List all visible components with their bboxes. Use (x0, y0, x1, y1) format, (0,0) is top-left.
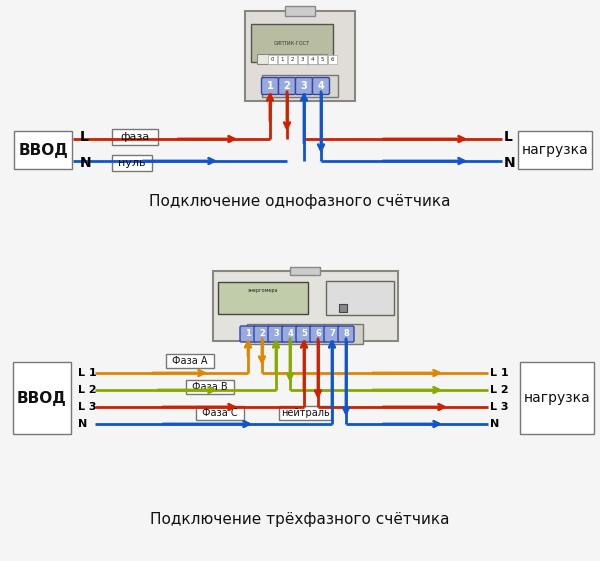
FancyBboxPatch shape (166, 354, 214, 368)
Text: 4: 4 (287, 329, 293, 338)
FancyBboxPatch shape (296, 77, 313, 94)
Text: N: N (80, 156, 92, 170)
Text: L: L (80, 130, 89, 144)
FancyBboxPatch shape (313, 77, 329, 94)
Text: 6: 6 (330, 57, 334, 62)
Text: Подключение однофазного счётчика: Подключение однофазного счётчика (149, 194, 451, 209)
Text: N: N (78, 419, 87, 429)
Text: L 1: L 1 (78, 368, 97, 378)
FancyBboxPatch shape (308, 54, 317, 63)
FancyBboxPatch shape (298, 54, 307, 63)
Text: 5: 5 (301, 329, 307, 338)
Text: 2: 2 (284, 81, 290, 91)
FancyBboxPatch shape (339, 304, 347, 312)
FancyBboxPatch shape (262, 75, 338, 97)
Text: 0: 0 (270, 57, 274, 62)
FancyBboxPatch shape (520, 362, 594, 434)
Text: L 2: L 2 (78, 385, 97, 395)
Text: Фаза А: Фаза А (172, 356, 208, 366)
Text: N: N (490, 419, 499, 429)
FancyBboxPatch shape (112, 155, 152, 171)
Text: 1: 1 (280, 57, 284, 62)
FancyBboxPatch shape (240, 326, 256, 342)
FancyBboxPatch shape (324, 326, 340, 342)
FancyBboxPatch shape (338, 326, 354, 342)
FancyBboxPatch shape (262, 77, 278, 94)
FancyBboxPatch shape (112, 129, 158, 145)
FancyBboxPatch shape (251, 24, 333, 62)
FancyBboxPatch shape (196, 406, 244, 420)
Text: нуль: нуль (118, 158, 146, 168)
FancyBboxPatch shape (186, 380, 234, 394)
Text: 4: 4 (317, 81, 325, 91)
FancyBboxPatch shape (317, 54, 326, 63)
Text: ВВОД: ВВОД (18, 142, 68, 158)
FancyBboxPatch shape (254, 326, 270, 342)
FancyBboxPatch shape (212, 271, 398, 341)
Text: 4: 4 (310, 57, 314, 62)
Text: Фаза В: Фаза В (192, 382, 228, 392)
FancyBboxPatch shape (257, 54, 327, 64)
Text: L: L (504, 130, 513, 144)
FancyBboxPatch shape (290, 267, 320, 275)
Text: N: N (504, 156, 515, 170)
Text: 1: 1 (266, 81, 274, 91)
Text: L 1: L 1 (490, 368, 509, 378)
FancyBboxPatch shape (296, 326, 312, 342)
Text: ВВОД: ВВОД (17, 390, 67, 406)
Text: 5: 5 (320, 57, 324, 62)
Text: энергомера: энергомера (248, 287, 278, 292)
Text: 2: 2 (259, 329, 265, 338)
Text: 3: 3 (301, 81, 307, 91)
Text: 3: 3 (273, 329, 279, 338)
Text: Подключение трёхфазного счётчика: Подключение трёхфазного счётчика (150, 512, 450, 527)
FancyBboxPatch shape (245, 11, 355, 101)
Text: L 3: L 3 (490, 402, 509, 412)
FancyBboxPatch shape (268, 326, 284, 342)
FancyBboxPatch shape (282, 326, 298, 342)
FancyBboxPatch shape (326, 281, 394, 315)
FancyBboxPatch shape (278, 77, 296, 94)
Text: 3: 3 (300, 57, 304, 62)
Text: 6: 6 (315, 329, 321, 338)
Text: фаза: фаза (121, 132, 149, 142)
FancyBboxPatch shape (14, 131, 72, 169)
Text: 7: 7 (329, 329, 335, 338)
Text: 8: 8 (343, 329, 349, 338)
Text: Фаза С: Фаза С (202, 408, 238, 418)
Text: L 3: L 3 (78, 402, 97, 412)
FancyBboxPatch shape (218, 282, 308, 314)
Text: 1: 1 (245, 329, 251, 338)
Text: L 2: L 2 (490, 385, 509, 395)
FancyBboxPatch shape (285, 6, 315, 16)
FancyBboxPatch shape (268, 54, 277, 63)
FancyBboxPatch shape (287, 54, 296, 63)
FancyBboxPatch shape (277, 54, 287, 63)
Text: нагрузка: нагрузка (521, 143, 589, 157)
Text: нейтраль: нейтраль (281, 408, 329, 418)
Text: 2: 2 (290, 57, 294, 62)
FancyBboxPatch shape (247, 324, 363, 344)
FancyBboxPatch shape (279, 406, 331, 420)
FancyBboxPatch shape (13, 362, 71, 434)
FancyBboxPatch shape (328, 54, 337, 63)
FancyBboxPatch shape (310, 326, 326, 342)
Text: нагрузка: нагрузка (524, 391, 590, 405)
FancyBboxPatch shape (518, 131, 592, 169)
Text: СИПТИК-ГОСТ: СИПТИК-ГОСТ (274, 40, 310, 45)
